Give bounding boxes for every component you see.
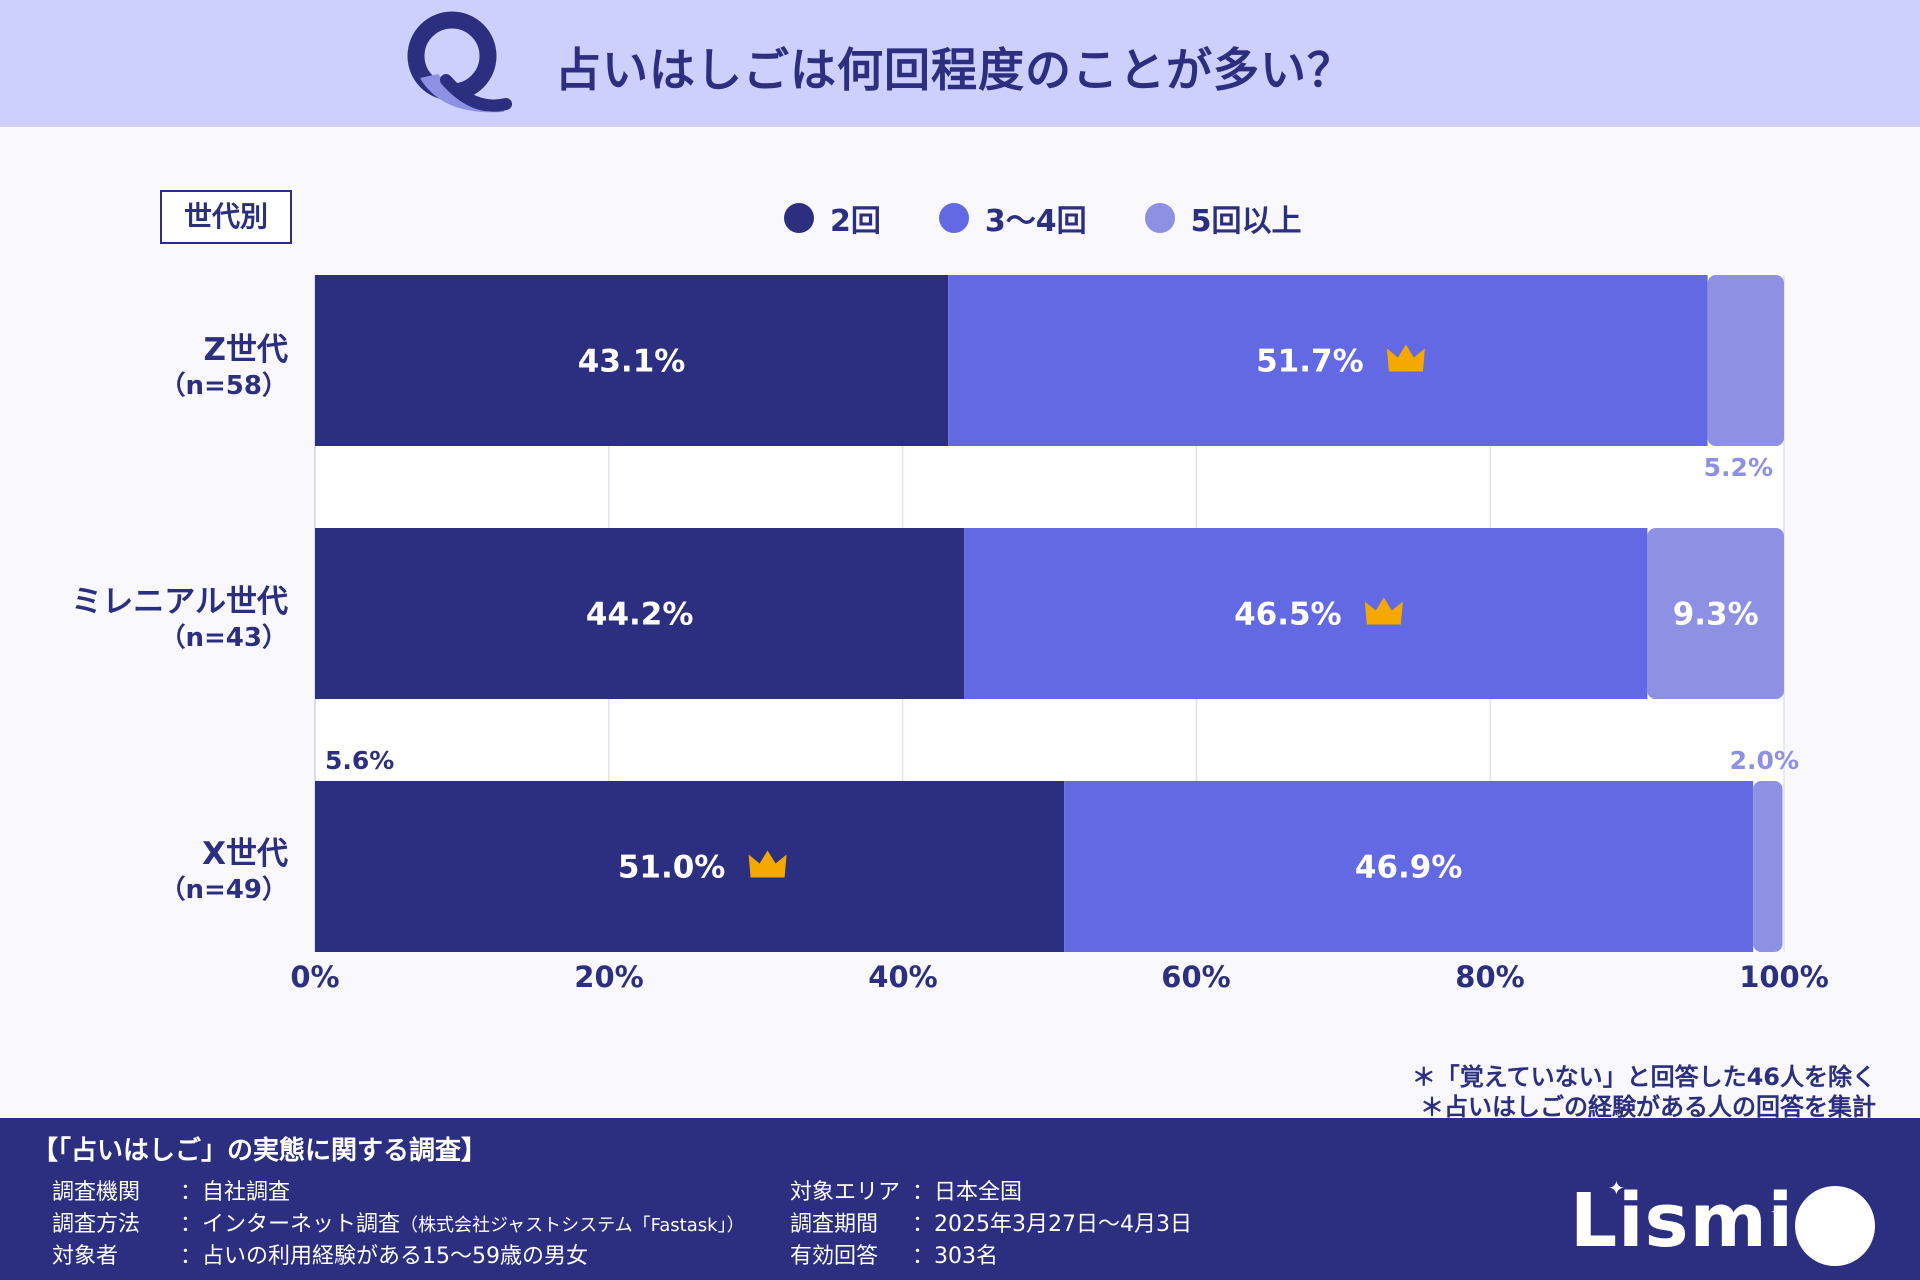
legend-dot-light [1144, 203, 1175, 233]
footer-row-target: 対象者 ：占いの利用経験がある15〜59歳の男女 [52, 1238, 588, 1270]
note-aggregated: ＊占いはしごの経験がある人の回答を集計 [1420, 1093, 1876, 1121]
row-name: ミレニアル世代 [71, 584, 288, 620]
chart-legend: 2回 3〜4回 5回以上 [784, 196, 1360, 240]
footer-title: 【「占いはしご」の実態に関する調査】 [32, 1136, 488, 1166]
footer-value: ：303名 [912, 1244, 998, 1269]
footer-value: ：日本全国 [912, 1180, 1023, 1205]
bar-segment [315, 275, 949, 446]
legend-item-2: 2回 [784, 196, 881, 240]
row-label-millennial: ミレニアル世代 （n=43） [71, 582, 288, 654]
footer-value-small: （株式会社ジャストシステム「Fastask」） [400, 1215, 745, 1236]
survey-footer: 【「占いはしご」の実態に関する調査】 調査機関 ：自社調査 調査方法 ：インターネッ… [0, 1118, 1920, 1280]
footer-row-area: 対象エリア ：日本全国 [790, 1174, 1022, 1206]
question-title: 占いはしごは何回程度のことが多い？ [555, 43, 1354, 97]
x-tick-label: 0% [290, 960, 340, 994]
x-tick-label: 100% [1739, 960, 1829, 994]
footer-value: ：インターネット調査 [180, 1212, 401, 1237]
row-n: （n=43） [159, 623, 288, 653]
footer-value: ：自社調査 [180, 1180, 291, 1205]
sparkle-icon: ✦ [1770, 1200, 1787, 1224]
footer-key: 調査方法 [52, 1212, 141, 1237]
bar-segment [948, 275, 1708, 446]
logo-mascot-icon [1795, 1186, 1875, 1266]
annotation-label: 5.6% [325, 746, 394, 775]
footer-row-responses: 有効回答 ：303名 [790, 1238, 998, 1270]
crown-icon [748, 850, 787, 878]
x-tick-label: 60% [1161, 960, 1231, 994]
data-label: 51.0% [618, 850, 726, 886]
header-band [0, 0, 1920, 127]
legend-label: 5回以上 [1190, 204, 1302, 239]
footer-key: 調査機関 [52, 1180, 141, 1205]
data-label: 43.1% [578, 344, 686, 380]
data-label: 9.3% [1673, 597, 1759, 633]
bar-segment [964, 528, 1648, 699]
row-n: （n=58） [159, 371, 288, 401]
bar-segment [315, 781, 1065, 952]
bar-segment [315, 528, 965, 699]
footer-row-method: 調査方法 ：インターネット調査（株式会社ジャストシステム「Fastask」） [52, 1206, 745, 1238]
legend-label: 3〜4回 [984, 204, 1087, 239]
row-name: X世代 [202, 836, 288, 872]
legend-dot-mid [938, 203, 969, 233]
footer-row-agency: 調査機関 ：自社調査 [52, 1174, 290, 1206]
q-letter-icon [407, 11, 512, 113]
data-label: 51.7% [1256, 344, 1364, 380]
x-tick-label: 20% [574, 960, 644, 994]
bar-segment [1707, 275, 1784, 446]
bar-segment [1064, 781, 1754, 952]
bar-segment [1647, 528, 1784, 699]
group-tag: 世代別 [160, 190, 292, 244]
note-excluded: ＊「覚えていない」と回答した46人を除く [1411, 1063, 1876, 1091]
row-n: （n=49） [159, 875, 288, 905]
row-label-z: Z世代 （n=58） [160, 330, 288, 402]
footer-row-period: 調査期間 ：2025年3月27日〜4月3日 [790, 1206, 1192, 1238]
footer-value: ：2025年3月27日〜4月3日 [912, 1212, 1192, 1237]
legend-label: 2回 [830, 204, 881, 239]
crown-icon [1364, 597, 1403, 625]
footer-value: ：占いの利用経験がある15〜59歳の男女 [180, 1244, 588, 1269]
footer-key: 有効回答 [790, 1244, 879, 1269]
legend-item-5plus: 5回以上 [1144, 196, 1302, 240]
bar-segment [1753, 781, 1783, 952]
row-name: Z世代 [203, 332, 288, 368]
legend-item-3-4: 3〜4回 [938, 196, 1087, 240]
crown-icon [1386, 344, 1425, 372]
data-label: 46.9% [1355, 850, 1463, 886]
data-label-outside: 2.0% [1730, 746, 1799, 775]
legend-dot-dark [784, 203, 814, 233]
footer-key: 対象エリア [790, 1180, 901, 1205]
data-label: 44.2% [586, 597, 694, 633]
footer-key: 調査期間 [790, 1212, 879, 1237]
x-tick-label: 40% [868, 960, 938, 994]
footer-key: 対象者 [52, 1244, 119, 1269]
lismi-logo: Lismi [1570, 1178, 1795, 1264]
data-label-outside: 5.2% [1704, 453, 1773, 482]
sparkle-icon: ✦ [1608, 1176, 1625, 1200]
x-tick-label: 80% [1455, 960, 1525, 994]
row-label-x: X世代 （n=49） [160, 834, 288, 906]
data-label: 46.5% [1234, 597, 1342, 633]
